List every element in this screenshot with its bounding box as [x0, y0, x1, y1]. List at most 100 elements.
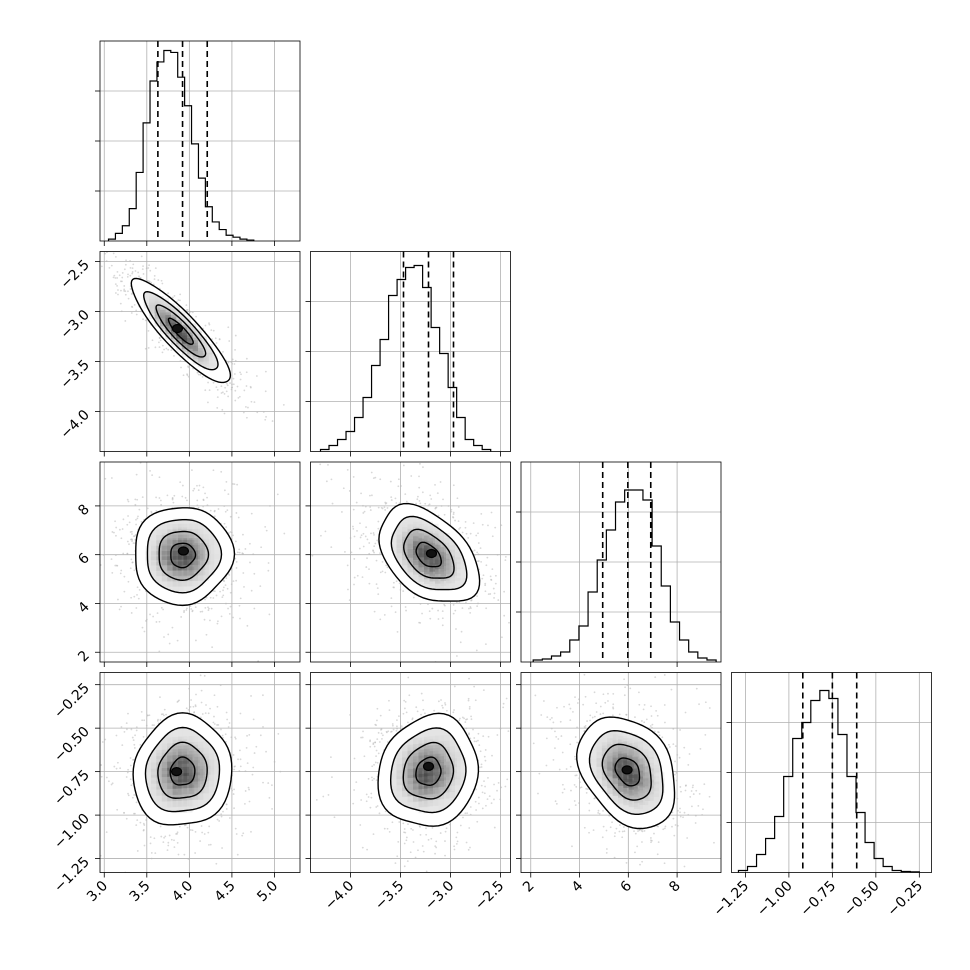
scatter-point	[116, 808, 119, 811]
scatter-point	[455, 836, 458, 839]
scatter-point	[245, 746, 248, 749]
scatter-point	[361, 908, 363, 910]
scatter-point	[228, 817, 231, 819]
scatter-point	[125, 259, 127, 262]
density-cell	[407, 548, 417, 558]
scatter-point	[402, 822, 405, 825]
contour-0	[167, 317, 194, 345]
scatter-point	[370, 471, 373, 474]
density-cell	[188, 577, 198, 587]
scatter-point	[155, 496, 157, 499]
scatter-point	[238, 604, 241, 607]
scatter-point	[207, 609, 210, 612]
density-cell	[161, 534, 171, 544]
scatter-point	[526, 715, 528, 717]
density-cell	[161, 792, 171, 802]
scatter-point	[442, 498, 444, 501]
scatter-point	[157, 279, 160, 281]
scatter-point	[127, 792, 129, 795]
density-cell	[178, 791, 188, 801]
scatter-point	[187, 858, 190, 860]
scatter-point	[500, 524, 503, 527]
scatter-point	[228, 722, 231, 724]
scatter-point	[417, 495, 419, 498]
scatter-point	[145, 267, 148, 270]
density-cell	[407, 524, 417, 534]
scatter-point	[227, 726, 230, 728]
scatter-point	[429, 494, 432, 497]
density-cell	[183, 577, 193, 587]
scatter-point	[148, 714, 151, 717]
density-cell	[161, 529, 171, 539]
density-cell	[194, 747, 204, 757]
density-cell	[181, 342, 191, 352]
density-cell	[457, 569, 466, 579]
contour-0	[170, 542, 197, 569]
scatter-point	[164, 882, 166, 884]
scatter-point	[327, 794, 330, 796]
scatter-point	[400, 485, 402, 487]
scatter-point	[361, 736, 364, 739]
scatter-point	[234, 540, 237, 543]
scatter-point	[196, 484, 198, 487]
density-cell	[199, 550, 209, 560]
scatter-point	[208, 607, 210, 610]
scatter-point	[206, 504, 209, 507]
scatter-point	[123, 575, 126, 578]
density-cell	[154, 304, 164, 314]
scatter-point	[121, 528, 124, 530]
scatter-point	[194, 457, 196, 459]
density-cell	[451, 566, 461, 576]
scatter-point	[239, 597, 242, 600]
scatter-point	[114, 564, 117, 567]
scatter-point	[407, 721, 409, 724]
density-cell	[181, 334, 191, 344]
scatter-point	[121, 272, 124, 274]
scatter-point	[262, 694, 264, 697]
scatter-point	[374, 476, 377, 479]
density-cell	[413, 526, 422, 536]
density-cell	[413, 570, 422, 580]
density-cell	[188, 566, 198, 576]
density-cell	[413, 555, 422, 565]
scatter-point	[113, 531, 115, 534]
scatter-point	[262, 411, 265, 413]
scatter-point	[397, 840, 400, 843]
density-cell	[172, 791, 182, 801]
scatter-point	[373, 745, 376, 748]
scatter-point	[444, 840, 446, 842]
density-cell	[167, 540, 177, 550]
scatter-point	[363, 510, 366, 513]
scatter-point	[491, 754, 493, 757]
density-cell	[156, 792, 166, 802]
density-cell	[154, 315, 164, 325]
scatter-point	[126, 540, 129, 543]
density-cell	[150, 762, 160, 772]
density-cell	[205, 759, 215, 769]
scatter-point	[441, 617, 444, 620]
scatter-point	[319, 463, 322, 466]
scatter-point	[398, 502, 401, 505]
scatter-point	[238, 770, 241, 772]
scatter-point	[246, 762, 249, 765]
density-cell	[391, 542, 400, 552]
scatter-point	[87, 226, 89, 228]
scatter-point	[465, 718, 467, 721]
density-cell	[396, 524, 406, 534]
scatter-point	[392, 728, 395, 731]
scatter-point	[120, 537, 123, 540]
density-cell	[161, 561, 171, 571]
scatter-point	[196, 371, 199, 374]
density-cell	[205, 771, 215, 781]
density-cell	[161, 774, 171, 784]
scatter-point	[379, 571, 382, 574]
scatter-point	[441, 704, 444, 707]
scatter-point	[244, 770, 247, 773]
density-cell	[199, 759, 209, 769]
scatter-point	[473, 740, 476, 743]
scatter-point	[130, 728, 133, 731]
scatter-point	[331, 776, 333, 778]
density-cell	[192, 331, 202, 341]
scatter-point	[229, 382, 232, 384]
scatter-point	[226, 587, 229, 590]
